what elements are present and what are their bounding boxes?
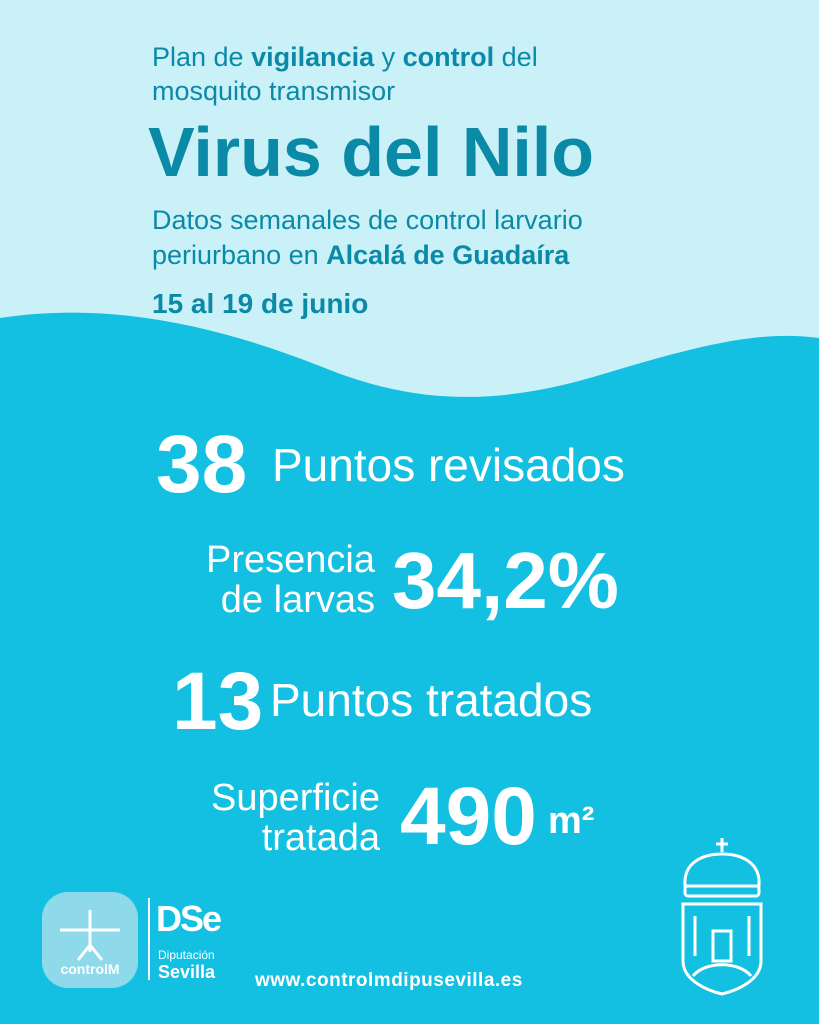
intro-line: Plan de vigilancia y control del bbox=[152, 42, 538, 73]
title: Virus del Nilo bbox=[148, 113, 595, 191]
stat-value: 34,2% bbox=[392, 536, 619, 625]
stat-label: Puntos tratados bbox=[270, 674, 593, 726]
sevilla: Sevilla bbox=[158, 962, 216, 982]
wave bbox=[0, 312, 819, 1024]
stat-label-line: de larvas bbox=[220, 579, 375, 621]
stat-label: Superficie tratada bbox=[170, 778, 380, 858]
city-emblem bbox=[681, 838, 763, 996]
intro-bold: vigilancia bbox=[251, 42, 375, 72]
dse-logo: DSe bbox=[156, 898, 222, 939]
stat-value: 490 bbox=[400, 771, 537, 862]
intro-text: y bbox=[374, 42, 403, 72]
mosquito-icon bbox=[60, 910, 120, 961]
url[interactable]: www.controlmdipusevilla.es bbox=[255, 970, 523, 991]
logo-text: controlM bbox=[60, 961, 119, 977]
controlm-logo: controlM bbox=[42, 892, 138, 988]
stat-label-line: Superficie bbox=[211, 777, 380, 819]
stat-value: 13 bbox=[172, 656, 264, 747]
diputacion: Diputación bbox=[158, 948, 215, 962]
intro-line: mosquito transmisor bbox=[152, 76, 396, 106]
stat-label-line: tratada bbox=[261, 817, 380, 859]
subtitle-text: periurbano en bbox=[152, 240, 327, 270]
stat-value: 38 bbox=[156, 419, 248, 510]
intro-text: del bbox=[494, 42, 538, 72]
divider bbox=[148, 898, 150, 980]
subtitle-bold: Alcalá de Guadaíra bbox=[326, 240, 570, 270]
stat-label: Presencia de larvas bbox=[170, 540, 375, 620]
intro-text: Plan de bbox=[152, 42, 252, 72]
stat-label: Puntos revisados bbox=[272, 439, 625, 491]
stat-label-line: Presencia bbox=[206, 539, 375, 581]
subtitle: Datos semanales de control larvario bbox=[152, 205, 583, 235]
subtitle: periurbano en Alcalá de Guadaíra bbox=[152, 240, 569, 271]
intro-bold: control bbox=[402, 42, 495, 72]
stat-unit: m² bbox=[548, 800, 595, 842]
dates: 15 al 19 de junio bbox=[152, 288, 369, 319]
